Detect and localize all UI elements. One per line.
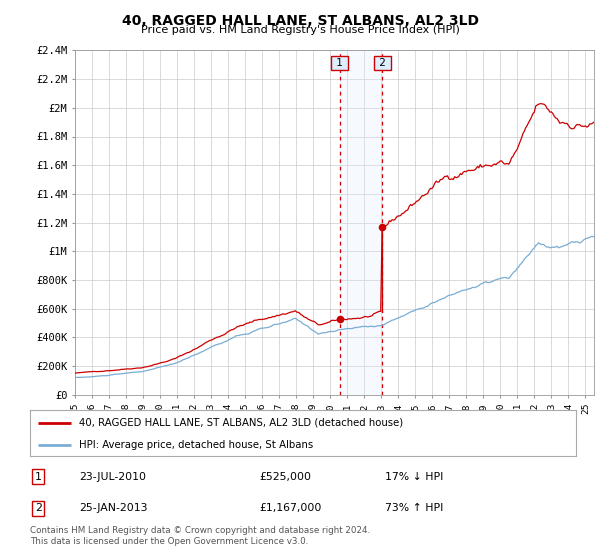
Text: £525,000: £525,000: [259, 472, 311, 482]
Text: 1: 1: [333, 58, 346, 68]
Text: 40, RAGGED HALL LANE, ST ALBANS, AL2 3LD: 40, RAGGED HALL LANE, ST ALBANS, AL2 3LD: [121, 14, 479, 28]
Bar: [340, 50, 382, 395]
Text: HPI: Average price, detached house, St Albans: HPI: Average price, detached house, St A…: [79, 440, 313, 450]
Text: 2: 2: [35, 503, 41, 513]
Text: 25-JAN-2013: 25-JAN-2013: [79, 503, 148, 513]
Text: 2: 2: [376, 58, 389, 68]
Text: Contains HM Land Registry data © Crown copyright and database right 2024.
This d: Contains HM Land Registry data © Crown c…: [30, 526, 370, 546]
Text: £1,167,000: £1,167,000: [259, 503, 322, 513]
Text: 17% ↓ HPI: 17% ↓ HPI: [385, 472, 443, 482]
Text: 73% ↑ HPI: 73% ↑ HPI: [385, 503, 443, 513]
Text: 23-JUL-2010: 23-JUL-2010: [79, 472, 146, 482]
Text: 1: 1: [35, 472, 41, 482]
Text: Price paid vs. HM Land Registry's House Price Index (HPI): Price paid vs. HM Land Registry's House …: [140, 25, 460, 35]
Text: 40, RAGGED HALL LANE, ST ALBANS, AL2 3LD (detached house): 40, RAGGED HALL LANE, ST ALBANS, AL2 3LD…: [79, 418, 403, 428]
